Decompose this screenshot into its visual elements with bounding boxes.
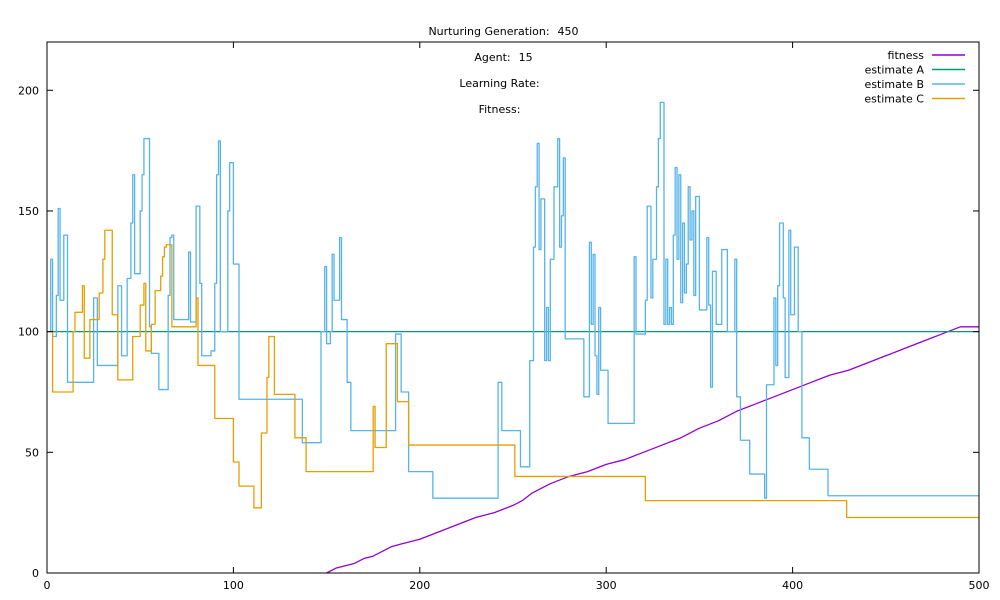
- legend-label-fitness: fitness: [888, 49, 925, 62]
- agent-value: 15: [518, 51, 533, 64]
- legend-label-estimate-c: estimate C: [864, 93, 924, 106]
- fitness-label: Fitness:: [478, 103, 521, 116]
- y-tick-label: 50: [25, 446, 39, 459]
- chart-header: Nurturing Generation: 450 Agent: 15 Learni…: [0, 12, 1000, 116]
- agent-label: Agent:: [474, 51, 511, 64]
- x-tick-label: 100: [223, 579, 244, 592]
- y-tick-label: 100: [18, 326, 39, 339]
- series-line-estimate-c: [47, 229, 979, 519]
- x-tick-label: 0: [44, 579, 51, 592]
- y-tick-label: 150: [18, 205, 39, 218]
- y-tick-label: 0: [32, 567, 39, 580]
- legend-label-estimate-a: estimate A: [865, 64, 925, 77]
- x-axis: 0 100 200 300 400 500: [44, 42, 990, 592]
- x-tick-label: 300: [596, 579, 617, 592]
- legend-label-estimate-b: estimate B: [865, 78, 924, 91]
- x-tick-label: 400: [782, 579, 803, 592]
- generation-value: 450: [557, 25, 579, 38]
- series-line-fitness: [326, 326, 979, 574]
- y-tick-label: 200: [18, 84, 39, 97]
- x-tick-label: 200: [409, 579, 430, 592]
- series-layer: [47, 101, 979, 574]
- y-axis: 0 50 100 150 200: [18, 84, 979, 580]
- series-line-estimate-b: [47, 101, 979, 499]
- x-tick-label: 500: [969, 579, 990, 592]
- generation-label: Nurturing Generation:: [428, 25, 550, 38]
- learning-rate-label: Learning Rate:: [459, 77, 540, 90]
- plot-frame: [46, 41, 980, 574]
